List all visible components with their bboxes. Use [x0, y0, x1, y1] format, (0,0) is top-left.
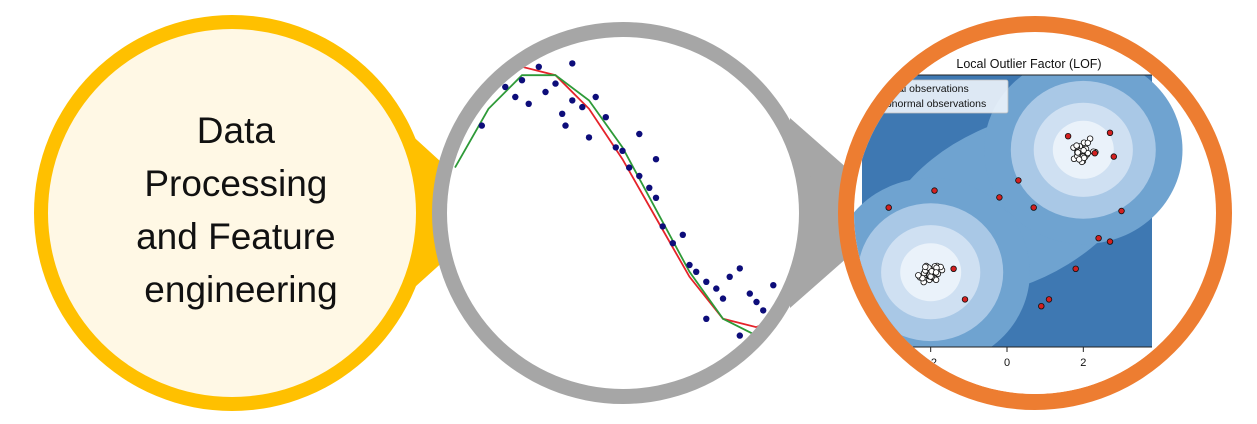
scatter-point — [562, 122, 569, 129]
green-fit-curve — [454, 74, 791, 337]
scatter-point — [492, 55, 499, 62]
abnormal-observation-point — [1045, 296, 1053, 303]
abnormal-observation-point — [1106, 129, 1114, 136]
scatter-point — [592, 93, 599, 101]
scatter-point — [552, 80, 559, 87]
scatter-point — [693, 268, 700, 275]
bubble-1-line-2: Processing — [144, 163, 327, 204]
scatter-point — [585, 134, 593, 141]
abnormal-observation-point — [1072, 265, 1079, 272]
normal-observation-point — [932, 269, 940, 276]
abnormal-observation-point — [1110, 153, 1117, 160]
abnormal-observation-point — [950, 265, 957, 272]
svg-text:Data Processing an: Data Processing and Feature engineering — [136, 110, 346, 310]
scatter-point — [535, 63, 542, 70]
scatter-point — [679, 231, 686, 238]
scatter-point — [736, 332, 743, 339]
scatter-point — [502, 83, 509, 91]
scatter-point — [703, 315, 710, 322]
scatter-point — [669, 240, 676, 247]
scatter-point — [659, 223, 666, 230]
normal-observation-point — [1073, 142, 1080, 149]
scatter-point — [746, 290, 753, 297]
scatter-point — [753, 298, 760, 306]
scatter-point — [626, 164, 633, 171]
lof-chart: ormal observations abnormal observations… — [854, 40, 1183, 394]
lof-xtick-label: 0 — [1004, 357, 1010, 369]
lof-points — [870, 129, 1125, 317]
scatter-point — [719, 295, 727, 302]
abnormal-observation-point — [1106, 238, 1114, 245]
scatter-point — [786, 324, 794, 331]
bubble-1-line-4: engineering — [144, 269, 337, 310]
normal-observation-point — [1080, 147, 1087, 154]
bubble-2-face — [447, 37, 799, 389]
scatter-point — [703, 278, 710, 285]
data-processing-bubble: Data Processing and Feature engineering — [34, 15, 497, 411]
lof-contours — [854, 55, 1183, 367]
regression-bubble — [432, 22, 898, 404]
scatter-point — [760, 307, 767, 314]
abnormal-observation-point — [1064, 132, 1072, 140]
abnormal-observation-point — [885, 204, 892, 211]
scatter-point — [652, 156, 660, 163]
normal-observation-point — [1074, 149, 1081, 156]
normal-observation-point — [1075, 156, 1083, 163]
scatter-point — [736, 265, 743, 272]
lof-bubble: ormal observations abnormal observations… — [838, 16, 1232, 410]
abnormal-observation-point — [931, 187, 938, 194]
scatter-point — [619, 147, 626, 154]
normal-observation-point — [922, 263, 929, 271]
normal-observation-point — [927, 273, 934, 280]
abnormal-observation-point — [1030, 204, 1037, 211]
scatter-point — [726, 273, 733, 280]
abnormal-observation-point — [1015, 177, 1022, 184]
abnormal-observation-point — [1091, 149, 1098, 157]
scatter-point — [559, 110, 566, 118]
bubble-1-line-3: and Feature — [136, 216, 336, 257]
scatter-point — [569, 60, 576, 67]
scatter-point — [646, 184, 653, 191]
scatter-point — [518, 77, 526, 84]
normal-observation-point — [1084, 139, 1091, 147]
scatter-point — [686, 261, 693, 269]
scatter-point — [652, 194, 660, 201]
scatter-point — [569, 97, 576, 104]
abnormal-observation-point — [996, 194, 1003, 201]
scatter-point — [612, 144, 619, 151]
scatter-point — [770, 282, 777, 289]
abnormal-observation-point — [1095, 234, 1102, 242]
scatter-point — [525, 100, 532, 108]
abnormal-observation-point — [961, 296, 969, 303]
scatter-point — [542, 88, 549, 96]
scatter-point — [636, 172, 643, 180]
bubble-1-face — [48, 29, 416, 397]
scatter-point — [602, 114, 609, 121]
abnormal-observation-point — [1118, 207, 1125, 215]
abnormal-observation-point — [1038, 303, 1045, 310]
scatter-point — [512, 93, 519, 101]
bubble-1-line-1: Data — [197, 110, 276, 151]
lof-legend-abnormal: abnormal observations — [880, 98, 986, 110]
lof-title: Local Outlier Factor (LOF) — [956, 57, 1101, 71]
normal-observation-point — [915, 272, 922, 279]
scatter-point — [636, 130, 643, 138]
scatter-point — [579, 103, 586, 111]
scatter-point — [478, 122, 485, 129]
scatter-point — [713, 285, 720, 292]
lof-xtick-label: 2 — [1080, 357, 1086, 369]
